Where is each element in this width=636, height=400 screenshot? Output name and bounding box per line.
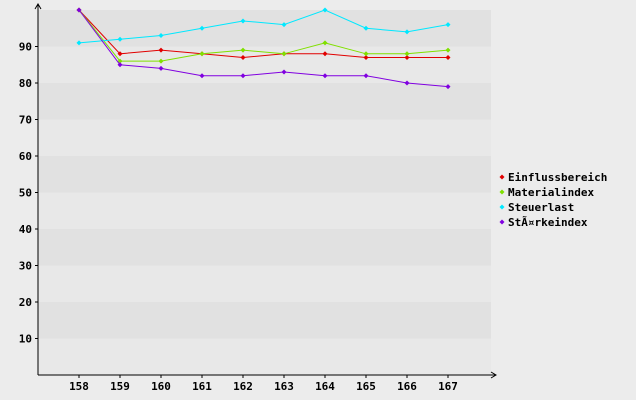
- series-line: [78, 9, 449, 88]
- x-tick-label: 165: [356, 380, 376, 393]
- x-tick-label: 162: [233, 380, 253, 393]
- data-point: [117, 51, 123, 57]
- data-point: [117, 36, 123, 42]
- data-point: [117, 62, 123, 68]
- data-point: [240, 18, 246, 24]
- data-point: [199, 25, 205, 31]
- legend-label: Steuerlast: [508, 201, 574, 214]
- legend-item: Materialindex: [499, 186, 594, 199]
- legend-item: Steuerlast: [499, 201, 574, 214]
- series-2: [76, 7, 451, 46]
- data-point: [404, 51, 410, 57]
- grid-band: [38, 229, 491, 266]
- y-tick-label: 40: [19, 223, 32, 236]
- series-lines: [76, 7, 451, 90]
- series-0: [76, 7, 451, 60]
- legend-marker: [499, 219, 505, 225]
- y-tick-label: 20: [19, 296, 32, 309]
- series-line: [78, 9, 449, 44]
- data-point: [363, 54, 369, 60]
- data-point: [322, 51, 328, 57]
- data-point: [404, 29, 410, 35]
- data-point: [445, 47, 451, 53]
- grid-band: [38, 338, 491, 375]
- data-point: [199, 73, 205, 79]
- grid-bands: [38, 10, 491, 375]
- data-point: [445, 54, 451, 60]
- x-tick-label: 160: [151, 380, 171, 393]
- data-point: [363, 25, 369, 31]
- legend: Einflussbereich Materialindex Steuerlast St…: [499, 171, 607, 229]
- grid-band: [38, 119, 491, 156]
- x-tick-label: 159: [110, 380, 130, 393]
- legend-label: Materialindex: [508, 186, 594, 199]
- y-tick-label: 90: [19, 41, 32, 54]
- x-tick-label: 166: [397, 380, 417, 393]
- y-tick-label: 10: [19, 333, 32, 346]
- y-axis-arrow: [34, 3, 42, 10]
- data-point: [158, 47, 164, 53]
- legend-marker: [499, 204, 505, 210]
- x-tick-label: 163: [274, 380, 294, 393]
- legend-marker: [499, 189, 505, 195]
- y-tick-label: 80: [19, 77, 32, 90]
- grid-band: [38, 156, 491, 193]
- x-tick-labels: 158 159 160 161 162 163 164 165 166 167: [69, 380, 458, 393]
- axes: [34, 3, 497, 379]
- data-point: [404, 80, 410, 86]
- grid-band: [38, 265, 491, 302]
- data-point: [281, 22, 287, 28]
- data-point: [240, 54, 246, 60]
- x-axis-arrow: [490, 371, 497, 379]
- data-point: [158, 33, 164, 39]
- legend-label: StÃ¤rkeindex: [508, 216, 588, 229]
- data-point: [322, 7, 328, 13]
- legend-label: Einflussbereich: [508, 171, 607, 184]
- y-tick-label: 60: [19, 150, 32, 163]
- data-point: [199, 51, 205, 57]
- data-point: [445, 84, 451, 90]
- data-point: [158, 58, 164, 64]
- data-point: [240, 73, 246, 79]
- legend-item: StÃ¤rkeindex: [499, 216, 588, 229]
- grid-band: [38, 302, 491, 339]
- legend-item: Einflussbereich: [499, 171, 607, 184]
- grid-band: [38, 192, 491, 229]
- data-point: [363, 73, 369, 79]
- data-point: [240, 47, 246, 53]
- x-tick-label: 158: [69, 380, 89, 393]
- y-tick-label: 70: [19, 114, 32, 127]
- y-tick-labels: 10 20 30 40 50 60 70 80 90: [19, 41, 32, 346]
- grid-band: [38, 83, 491, 120]
- series-line: [78, 9, 448, 58]
- data-point: [363, 51, 369, 57]
- x-tick-label: 161: [192, 380, 212, 393]
- x-tick-label: 167: [438, 380, 458, 393]
- data-point: [281, 51, 287, 57]
- y-tick-label: 30: [19, 260, 32, 273]
- data-point: [404, 54, 410, 60]
- data-point: [445, 22, 451, 28]
- data-point: [322, 40, 328, 46]
- grid-band: [38, 10, 491, 47]
- series-line: [78, 9, 449, 62]
- series-3: [76, 7, 451, 90]
- data-point: [76, 7, 82, 13]
- data-point: [158, 65, 164, 71]
- data-point: [281, 69, 287, 75]
- data-point: [76, 40, 82, 46]
- x-tick-label: 164: [315, 380, 335, 393]
- data-point: [322, 73, 328, 79]
- legend-marker: [499, 174, 505, 180]
- y-tick-label: 50: [19, 187, 32, 200]
